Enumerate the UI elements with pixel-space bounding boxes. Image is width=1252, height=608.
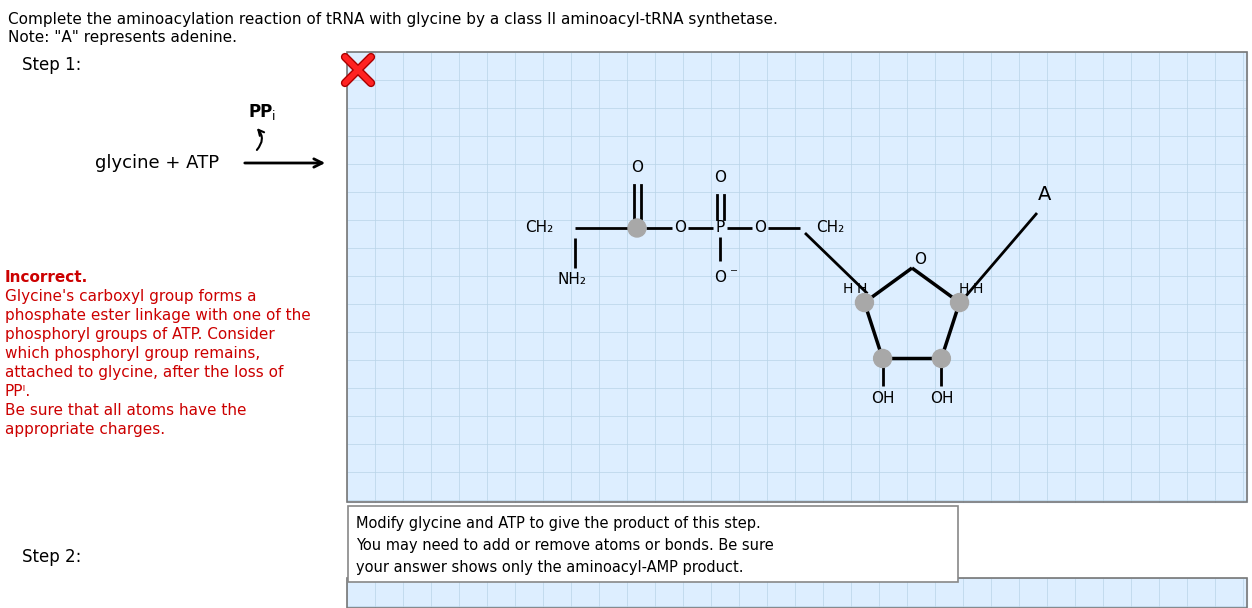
Text: attached to glycine, after the loss of: attached to glycine, after the loss of	[5, 365, 283, 380]
Text: H: H	[973, 282, 983, 295]
Bar	[347, 578, 1247, 608]
Text: H: H	[958, 282, 969, 295]
Text: Be sure that all atoms have the: Be sure that all atoms have the	[5, 403, 247, 418]
Text: O: O	[714, 170, 726, 185]
Circle shape	[855, 294, 874, 311]
Text: phosphoryl groups of ATP. Consider: phosphoryl groups of ATP. Consider	[5, 327, 274, 342]
FancyArrowPatch shape	[257, 130, 264, 150]
Bar	[348, 506, 958, 582]
Text: O: O	[754, 221, 766, 235]
Text: O: O	[914, 252, 926, 268]
Text: appropriate charges.: appropriate charges.	[5, 422, 165, 437]
Text: ⁻: ⁻	[730, 266, 737, 282]
Text: glycine + ATP: glycine + ATP	[95, 154, 219, 172]
Bar	[347, 578, 1247, 608]
Text: CH₂: CH₂	[525, 221, 553, 235]
Text: Glycine's carboxyl group forms a: Glycine's carboxyl group forms a	[5, 289, 257, 304]
Text: You may need to add or remove atoms or bonds. Be sure: You may need to add or remove atoms or b…	[356, 538, 774, 553]
Text: O: O	[631, 161, 644, 176]
Text: P: P	[715, 221, 725, 235]
Text: which phosphoryl group remains,: which phosphoryl group remains,	[5, 346, 260, 361]
Text: Complete the aminoacylation reaction of tRNA with glycine by a class II aminoacy: Complete the aminoacylation reaction of …	[8, 12, 777, 27]
Text: OH: OH	[930, 391, 953, 406]
Text: Step 2:: Step 2:	[23, 548, 81, 566]
Text: Step 1:: Step 1:	[23, 56, 81, 74]
Text: i: i	[272, 109, 275, 122]
Text: H: H	[856, 282, 866, 295]
Text: PPᴵ.: PPᴵ.	[5, 384, 31, 399]
Text: your answer shows only the aminoacyl-AMP product.: your answer shows only the aminoacyl-AMP…	[356, 560, 744, 575]
Circle shape	[933, 350, 950, 367]
Text: NH₂: NH₂	[557, 272, 586, 288]
Text: OH: OH	[871, 391, 894, 406]
Text: CH₂: CH₂	[816, 221, 844, 235]
Text: H: H	[843, 282, 853, 295]
Bar	[347, 52, 1247, 502]
Circle shape	[950, 294, 969, 311]
Text: PP: PP	[248, 103, 272, 121]
Text: O: O	[674, 221, 686, 235]
Text: A: A	[1038, 185, 1052, 204]
Text: O: O	[714, 271, 726, 286]
Text: Incorrect.: Incorrect.	[5, 270, 88, 285]
Text: Modify glycine and ATP to give the product of this step.: Modify glycine and ATP to give the produ…	[356, 516, 761, 531]
Circle shape	[629, 219, 646, 237]
Text: Note: "A" represents adenine.: Note: "A" represents adenine.	[8, 30, 237, 45]
Bar	[347, 52, 1247, 502]
Text: phosphate ester linkage with one of the: phosphate ester linkage with one of the	[5, 308, 310, 323]
Circle shape	[874, 350, 891, 367]
